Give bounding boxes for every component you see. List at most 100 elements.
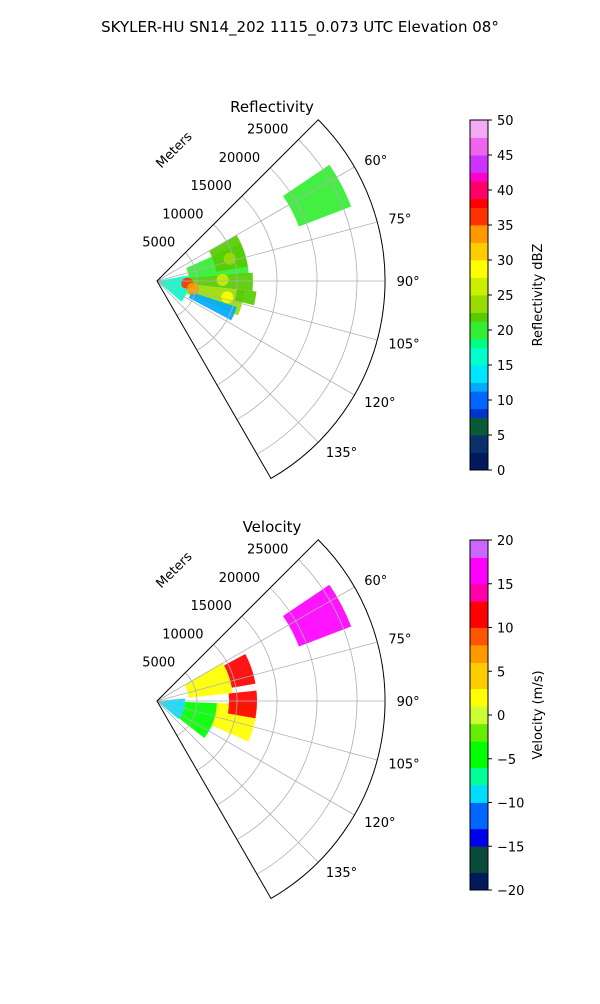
azimuth-tick-label: 60°: [364, 154, 387, 169]
colorbar-segment: [470, 391, 488, 401]
colorbar-segment: [470, 303, 488, 313]
colorbar-segment: [470, 198, 488, 208]
figure-title: SKYLER-HU SN14_202 1115_0.073 UTC Elevat…: [101, 18, 499, 37]
azimuth-spoke: [156, 280, 378, 341]
colorbar-tick-label: 10: [497, 394, 514, 409]
colorbar-segment: [470, 312, 488, 322]
range-tick-label: 25000: [247, 123, 288, 138]
azimuth-tick-label: 135°: [326, 866, 357, 881]
colorbar-segment: [470, 338, 488, 348]
colorbar-segment: [470, 855, 488, 865]
range-ring: [216, 195, 278, 386]
colorbar-segment: [470, 811, 488, 821]
colorbar-tick-label: −5: [497, 753, 516, 768]
azimuth-tick-label: 120°: [364, 816, 395, 831]
sector-frame: [156, 119, 386, 480]
colorbar-segment: [470, 697, 488, 707]
colorbar-segment: [470, 426, 488, 436]
colorbar-segment: [470, 382, 488, 392]
colorbar-segment: [470, 330, 488, 340]
azimuth-spoke: [156, 641, 378, 702]
colorbar-segment: [470, 251, 488, 261]
colorbar-segment: [470, 181, 488, 191]
colorbar-segment: [470, 793, 488, 803]
colorbar-tick-label: 35: [497, 219, 514, 234]
colorbar-segment: [470, 268, 488, 278]
colorbar-segment: [470, 277, 488, 287]
colorbar-segment: [470, 627, 488, 637]
colorbar-segment: [470, 566, 488, 576]
colorbar-segment: [470, 872, 488, 882]
reflectivity-panel: Reflectivity 5000 10000 15000 20000 25000 Mete…: [142, 98, 546, 480]
colorbar-segment: [470, 461, 488, 471]
colorbar-segment: [470, 443, 488, 453]
echo-region: [224, 654, 256, 688]
colorbar-tick-label: 20: [497, 324, 514, 339]
range-axis-label: Meters: [154, 129, 196, 171]
colorbar-segment: [470, 452, 488, 462]
azimuth-spoke: [156, 700, 319, 863]
range-tick-label: 25000: [247, 543, 288, 558]
colorbar-segment: [470, 802, 488, 812]
range-tick-label: 10000: [162, 627, 203, 642]
colorbar-segment: [470, 592, 488, 602]
colorbar-tick-label: −20: [497, 884, 524, 899]
azimuth-spoke: [156, 700, 355, 816]
colorbar-segment: [470, 837, 488, 847]
colorbar-segment: [470, 172, 488, 182]
colorbar-segment: [470, 400, 488, 410]
colorbar-segment: [470, 128, 488, 138]
azimuth-spoke: [156, 586, 355, 702]
colorbar-segment: [470, 846, 488, 856]
echo-region: [184, 663, 233, 698]
velocity-panel: Velocity 5000 10000 15000 20000 25000 Meters 60…: [142, 518, 546, 900]
azimuth-tick-label: 75°: [388, 212, 411, 227]
range-tick-label: 20000: [219, 571, 260, 586]
range-axis-label: Meters: [154, 549, 196, 591]
colorbar-tick-label: 0: [497, 464, 505, 479]
range-ring: [196, 644, 238, 771]
colorbar-tick-label: −15: [497, 840, 524, 855]
colorbar-segment: [470, 408, 488, 418]
colorbar-segment: [470, 671, 488, 681]
colorbar-segment: [470, 207, 488, 217]
colorbar-tick-label: 45: [497, 149, 514, 164]
colorbar-segment: [470, 706, 488, 716]
colorbar-segment: [470, 225, 488, 235]
range-tick-label: 5000: [142, 236, 175, 251]
range-ring: [196, 224, 238, 351]
colorbar-segment: [470, 583, 488, 593]
colorbar-tick-label: 30: [497, 254, 514, 269]
azimuth-spoke: [156, 166, 355, 282]
colorbar-label: Reflectivity dBZ: [531, 244, 546, 347]
colorbar-segment: [470, 163, 488, 173]
colorbar-segment: [470, 286, 488, 296]
colorbar-segment: [470, 688, 488, 698]
colorbar-tick-label: −10: [497, 797, 524, 812]
colorbar-tick-label: 40: [497, 184, 514, 199]
colorbar-segment: [470, 260, 488, 270]
colorbar-tick-label: 20: [497, 534, 514, 549]
colorbar-segment: [470, 820, 488, 830]
echo-region: [179, 701, 217, 738]
colorbar-tick-label: 10: [497, 622, 514, 637]
azimuth-spoke: [156, 280, 319, 443]
azimuth-spoke: [156, 700, 378, 761]
colorbar-segment: [470, 548, 488, 558]
azimuth-tick-label: 120°: [364, 396, 395, 411]
colorbar-segment: [470, 723, 488, 733]
colorbar-segment: [470, 540, 488, 550]
colorbar-segment: [470, 356, 488, 366]
colorbar-tick-label: 25: [497, 289, 514, 304]
range-ring: [176, 252, 198, 316]
echo-region: [188, 292, 237, 321]
colorbar-segment: [470, 618, 488, 628]
colorbar-segment: [470, 767, 488, 777]
colorbar-segment: [470, 557, 488, 567]
azimuth-tick-label: 90°: [397, 695, 420, 710]
colorbar-tick-label: 15: [497, 359, 514, 374]
colorbar-tick-label: 5: [497, 429, 505, 444]
colorbar-segment: [470, 785, 488, 795]
colorbar-segment: [470, 662, 488, 672]
colorbar-segment: [470, 295, 488, 305]
